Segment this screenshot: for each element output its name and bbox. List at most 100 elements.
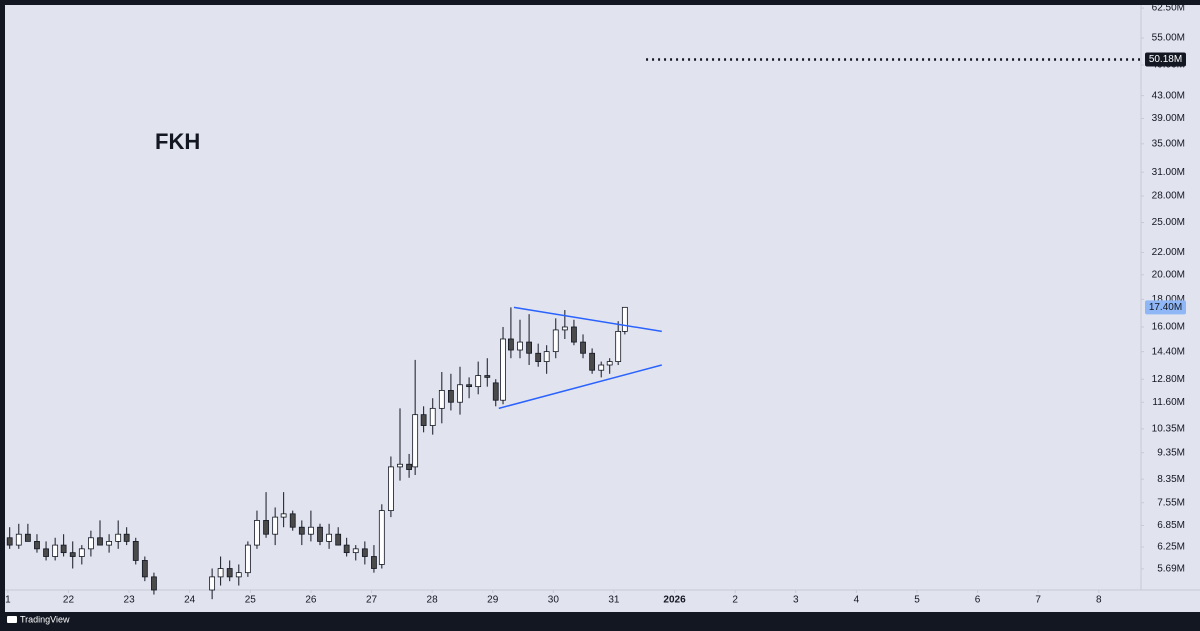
y-tick-label: 25.00M <box>1152 217 1185 228</box>
candle-body <box>397 463 403 468</box>
candle-body <box>420 414 427 426</box>
candle-body <box>254 520 260 546</box>
candle-body <box>457 384 463 403</box>
branding: TradingView <box>20 614 70 624</box>
price-level-label-box <box>1145 52 1186 67</box>
y-tick-label: 35.00M <box>1152 138 1185 149</box>
candle-body <box>500 338 506 401</box>
chart-background <box>5 5 1200 612</box>
x-tick-label: 22 <box>63 595 75 606</box>
candle-body <box>621 306 628 332</box>
x-tick-label: 2026 <box>663 595 686 606</box>
candle-body <box>151 576 157 591</box>
x-tick-label: 7 <box>1035 595 1041 606</box>
candle-body <box>308 526 314 535</box>
candle-body <box>371 556 377 569</box>
candle-body <box>123 533 130 542</box>
candle-body <box>226 568 233 578</box>
y-tick-label: 20.00M <box>1152 269 1185 280</box>
candle-body <box>606 361 613 366</box>
candle-body <box>589 352 596 371</box>
candle-body <box>526 341 532 354</box>
candle-body <box>361 548 368 557</box>
candle-body <box>69 552 76 557</box>
candle-body <box>615 331 622 362</box>
candle-body <box>580 341 586 354</box>
candle-body <box>78 548 85 557</box>
candle-body <box>263 520 269 535</box>
x-tick-label: 24 <box>184 595 196 606</box>
x-tick-label: 3 <box>793 595 799 606</box>
branding-logo <box>7 616 17 623</box>
candle-body <box>429 407 436 426</box>
x-tick-label: 28 <box>427 595 439 606</box>
candle-body <box>475 375 482 388</box>
trendline <box>498 364 663 410</box>
y-tick-label: 18.00M <box>1152 294 1185 305</box>
y-tick-label: 7.55M <box>1157 497 1185 508</box>
candle-body <box>388 466 394 512</box>
candle-body <box>272 516 279 535</box>
y-tick-label: 5.69M <box>1157 564 1185 575</box>
candle-body <box>209 576 216 591</box>
candle-body <box>317 526 323 542</box>
candle-body <box>97 537 103 546</box>
x-tick-label: 8 <box>1096 595 1102 606</box>
candle-body <box>141 560 148 578</box>
candle-body <box>15 533 22 546</box>
candle-body <box>6 537 13 546</box>
y-tick-label: 16.00M <box>1152 322 1185 333</box>
candle-body <box>343 544 350 554</box>
candle-body <box>448 390 454 403</box>
price-level-label: 50.18M <box>1149 54 1182 65</box>
x-tick-label: 5 <box>914 595 920 606</box>
candle-body <box>543 351 550 362</box>
x-tick-label: 1 <box>5 595 11 606</box>
candle-body <box>552 329 559 353</box>
x-tick-label: 4 <box>854 595 860 606</box>
x-tick-label: 30 <box>548 595 560 606</box>
y-tick-label: 6.25M <box>1157 542 1185 553</box>
candle-body <box>326 533 332 542</box>
candle-body <box>571 326 577 343</box>
x-tick-label: 23 <box>124 595 136 606</box>
candle-body <box>598 364 605 371</box>
y-tick-label: 11.60M <box>1152 397 1185 408</box>
candle-body <box>378 510 385 565</box>
candle-body <box>52 544 59 557</box>
candle-body <box>280 513 287 518</box>
candle-body <box>484 375 491 378</box>
candle-body <box>289 513 296 528</box>
trendline <box>513 306 662 333</box>
candle-body <box>508 338 514 351</box>
candle-body <box>298 526 305 535</box>
current-price-box <box>1145 300 1186 315</box>
x-tick-label: 31 <box>608 595 620 606</box>
candle-body <box>492 382 499 401</box>
current-price-label: 17.40M <box>1149 302 1182 313</box>
y-tick-label: 14.40M <box>1152 346 1185 357</box>
candle-body <box>60 544 67 554</box>
x-tick-label: 27 <box>366 595 378 606</box>
candle-body <box>517 341 523 351</box>
candle-body <box>561 326 568 331</box>
candle-body <box>106 541 112 546</box>
x-tick-label: 25 <box>245 595 257 606</box>
candle-body <box>335 533 342 546</box>
candle-body <box>34 541 40 550</box>
x-tick-label: 26 <box>305 595 317 606</box>
symbol-annotation: FKH <box>155 129 200 154</box>
y-tick-label: 31.00M <box>1152 167 1185 178</box>
candle-body <box>412 414 419 468</box>
candle-body <box>115 533 122 542</box>
candle-body <box>235 572 242 578</box>
candle-body <box>466 384 472 388</box>
candle-body <box>406 463 412 470</box>
x-tick-label: 29 <box>487 595 499 606</box>
y-tick-label: 8.35M <box>1157 474 1185 485</box>
candle-body <box>535 352 542 362</box>
candle-body <box>24 533 31 542</box>
y-tick-label: 43.00M <box>1152 90 1185 101</box>
y-tick-label: 39.00M <box>1152 113 1185 124</box>
